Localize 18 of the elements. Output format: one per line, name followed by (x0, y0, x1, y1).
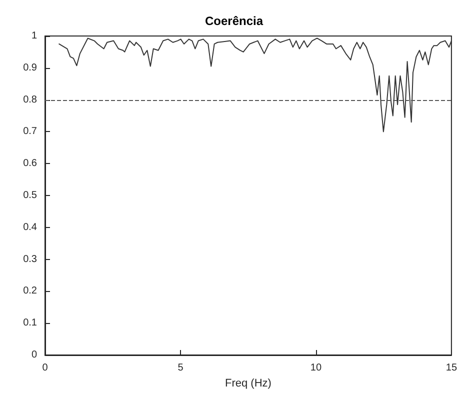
y-tick-label: 0.5 (23, 190, 38, 201)
y-tick-label: 0.8 (23, 94, 38, 106)
y-tick-label: 0.1 (23, 318, 38, 329)
y-tick-label: 0.3 (23, 254, 38, 265)
x-tick-label: 0 (42, 362, 48, 374)
y-tick-label: 1 (31, 30, 38, 42)
x-tick-label: 5 (178, 362, 184, 374)
y-tick-label: 0.7 (23, 126, 38, 138)
y-tick-label: 0.4 (23, 222, 38, 233)
y-tick-label: 0 (31, 350, 38, 360)
x-tick-label: 10 (310, 362, 322, 374)
y-tick-label: 0.9 (23, 62, 38, 74)
x-axis-title: Freq (Hz) (224, 377, 272, 390)
line-series (58, 38, 452, 132)
y-tick-label: 0.6 (23, 158, 38, 170)
x-tick-label: 15 (446, 362, 458, 374)
y-tick-label: 0.2 (23, 286, 38, 297)
chart-title: Coerência (204, 14, 264, 28)
